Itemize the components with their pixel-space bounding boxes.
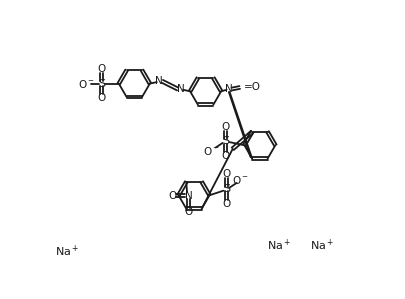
Text: O$^-$: O$^-$ xyxy=(232,174,249,186)
Text: O: O xyxy=(98,93,106,103)
Text: =O: =O xyxy=(244,83,261,92)
Text: S: S xyxy=(98,79,105,89)
Text: S: S xyxy=(222,136,229,147)
Text: N: N xyxy=(185,191,192,201)
Text: Na$^+$: Na$^+$ xyxy=(55,244,80,259)
Text: O: O xyxy=(184,207,193,217)
Text: Na$^+$: Na$^+$ xyxy=(267,238,292,253)
Text: Na$^+$: Na$^+$ xyxy=(310,238,334,253)
Text: O: O xyxy=(222,122,230,132)
Text: O$^-$: O$^-$ xyxy=(78,78,95,90)
Text: S: S xyxy=(223,184,230,194)
Text: N: N xyxy=(155,76,163,86)
Text: O: O xyxy=(168,191,177,201)
Text: O: O xyxy=(98,64,106,74)
Text: O: O xyxy=(222,151,230,161)
Text: O: O xyxy=(222,199,231,209)
Text: N: N xyxy=(177,84,185,94)
Text: O$^-$: O$^-$ xyxy=(203,145,220,157)
Text: N: N xyxy=(225,84,233,94)
Text: O: O xyxy=(222,170,231,179)
